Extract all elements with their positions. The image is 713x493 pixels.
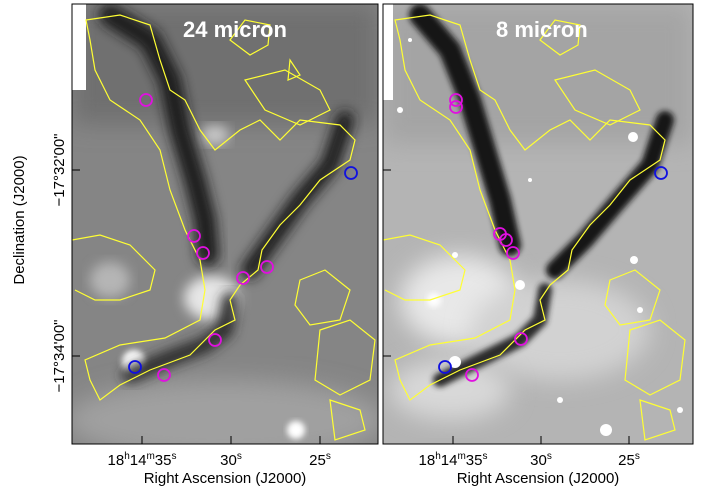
magenta-marker bbox=[514, 332, 528, 346]
magenta-marker bbox=[187, 229, 201, 243]
magenta-marker bbox=[260, 260, 274, 274]
magenta-marker bbox=[506, 246, 520, 260]
magenta-marker bbox=[157, 368, 171, 382]
markers-left bbox=[128, 93, 358, 382]
y-tick-label: −17°34'00" bbox=[51, 319, 68, 392]
panel-title-24: 24 micron bbox=[183, 17, 287, 42]
x-tick-label: 30s bbox=[530, 451, 552, 469]
ticks bbox=[72, 169, 630, 444]
magenta-marker bbox=[139, 93, 153, 107]
panel-24-micron bbox=[72, 4, 378, 444]
x-tick-label: 25s bbox=[309, 451, 331, 469]
x-tick-label: 18h14m35s bbox=[419, 451, 488, 469]
magenta-marker bbox=[449, 93, 463, 107]
markers-right bbox=[438, 93, 668, 382]
x-axis-label-right: Right Ascension (J2000) bbox=[457, 470, 620, 487]
blue-marker bbox=[654, 166, 668, 180]
panel-frame-right bbox=[382, 3, 694, 445]
y-tick-label: −17°32'00" bbox=[51, 133, 68, 206]
magenta-marker bbox=[196, 246, 210, 260]
x-tick-label: 30s bbox=[220, 451, 242, 469]
magenta-marker bbox=[465, 368, 479, 382]
magenta-marker bbox=[208, 333, 222, 347]
blue-marker bbox=[438, 360, 452, 374]
x-tick-label: 25s bbox=[618, 451, 640, 469]
panel-title-8: 8 micron bbox=[496, 17, 588, 42]
x-axis-label-left: Right Ascension (J2000) bbox=[144, 470, 307, 487]
blue-marker bbox=[128, 360, 142, 374]
contours-right bbox=[383, 14, 686, 441]
panel-frame-left bbox=[71, 3, 379, 445]
x-tick-label: 18h14m35s bbox=[108, 451, 177, 469]
contours-left bbox=[72, 14, 376, 441]
blue-marker bbox=[344, 166, 358, 180]
magenta-marker bbox=[499, 233, 513, 247]
y-axis-label: Declination (J2000) bbox=[11, 155, 28, 284]
magenta-marker bbox=[236, 271, 250, 285]
magenta-marker bbox=[449, 100, 463, 114]
panel-8-micron bbox=[383, 4, 693, 444]
